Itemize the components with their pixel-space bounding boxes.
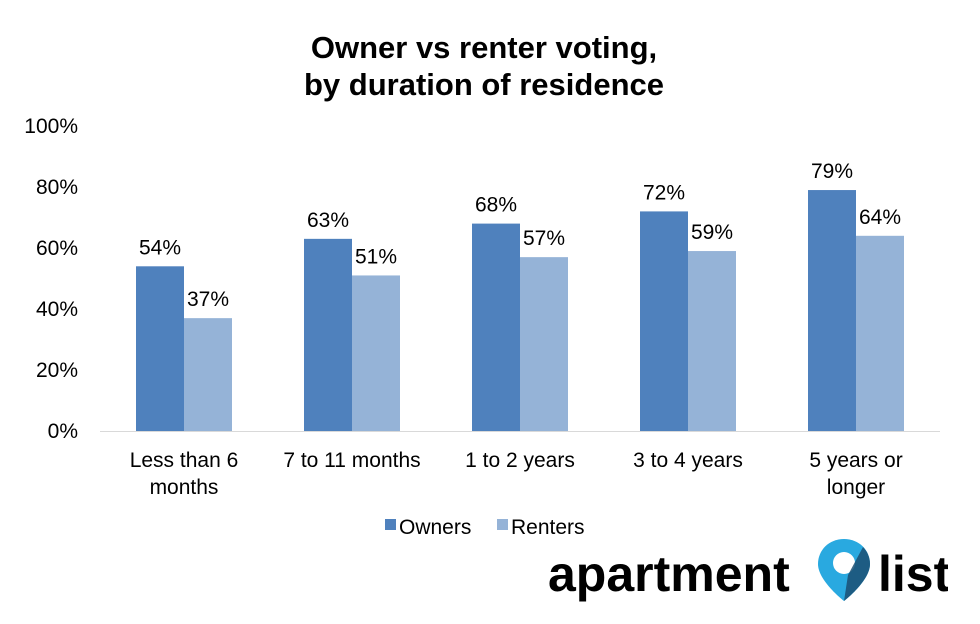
y-tick-label: 100% <box>24 115 78 138</box>
y-tick-label: 80% <box>36 176 78 199</box>
x-category-label: 5 years or <box>809 449 902 472</box>
bar-renters <box>520 257 568 431</box>
x-category-label: months <box>150 476 219 499</box>
bar-owners <box>304 238 352 431</box>
x-category-label: 1 to 2 years <box>465 449 575 472</box>
bar-renters <box>184 318 232 431</box>
legend-label-renters: Renters <box>511 516 585 539</box>
data-labels: 54% 37% 63% 51% 68% 57% 72% 59% 79% 64% <box>139 160 901 311</box>
data-label: 54% <box>139 236 181 259</box>
logo-text-apartment: apartment <box>548 546 790 602</box>
apartment-list-logo: apartment list <box>548 539 948 602</box>
y-tick-label: 60% <box>36 237 78 260</box>
data-label: 37% <box>187 288 229 311</box>
chart-title: Owner vs renter voting,by duration of re… <box>304 30 664 102</box>
data-label: 64% <box>859 206 901 229</box>
legend-swatch-renters <box>497 519 508 530</box>
bars <box>136 190 904 431</box>
bar-renters <box>688 251 736 431</box>
logo-text-list: list <box>878 546 948 602</box>
y-axis: 0% 20% 40% 60% 80% 100% <box>24 115 78 443</box>
x-category-label: longer <box>827 476 885 499</box>
bar-owners <box>808 190 856 431</box>
data-label: 57% <box>523 227 565 250</box>
chart-title-line: by duration of residence <box>304 67 664 102</box>
legend: Owners Renters <box>385 516 585 539</box>
data-label: 59% <box>691 221 733 244</box>
x-category-label: 7 to 11 months <box>283 449 420 472</box>
bar-renters <box>856 235 904 431</box>
bar-renters <box>352 275 400 431</box>
legend-swatch-owners <box>385 519 396 530</box>
x-axis: Less than 6 months 7 to 11 months 1 to 2 ye… <box>100 431 940 499</box>
bar-owners <box>136 266 184 431</box>
x-category-label: Less than 6 <box>130 449 239 472</box>
data-label: 68% <box>475 194 517 217</box>
bar-owners <box>640 211 688 431</box>
y-tick-label: 20% <box>36 359 78 382</box>
data-label: 51% <box>355 245 397 268</box>
y-tick-label: 0% <box>48 420 78 443</box>
bar-owners <box>472 223 520 431</box>
data-label: 72% <box>643 181 685 204</box>
x-category-label: 3 to 4 years <box>633 449 743 472</box>
map-pin-icon <box>818 539 870 601</box>
chart-title-line: Owner vs renter voting, <box>311 30 657 65</box>
legend-label-owners: Owners <box>399 516 471 539</box>
y-tick-label: 40% <box>36 298 78 321</box>
data-label: 79% <box>811 160 853 183</box>
data-label: 63% <box>307 209 349 232</box>
